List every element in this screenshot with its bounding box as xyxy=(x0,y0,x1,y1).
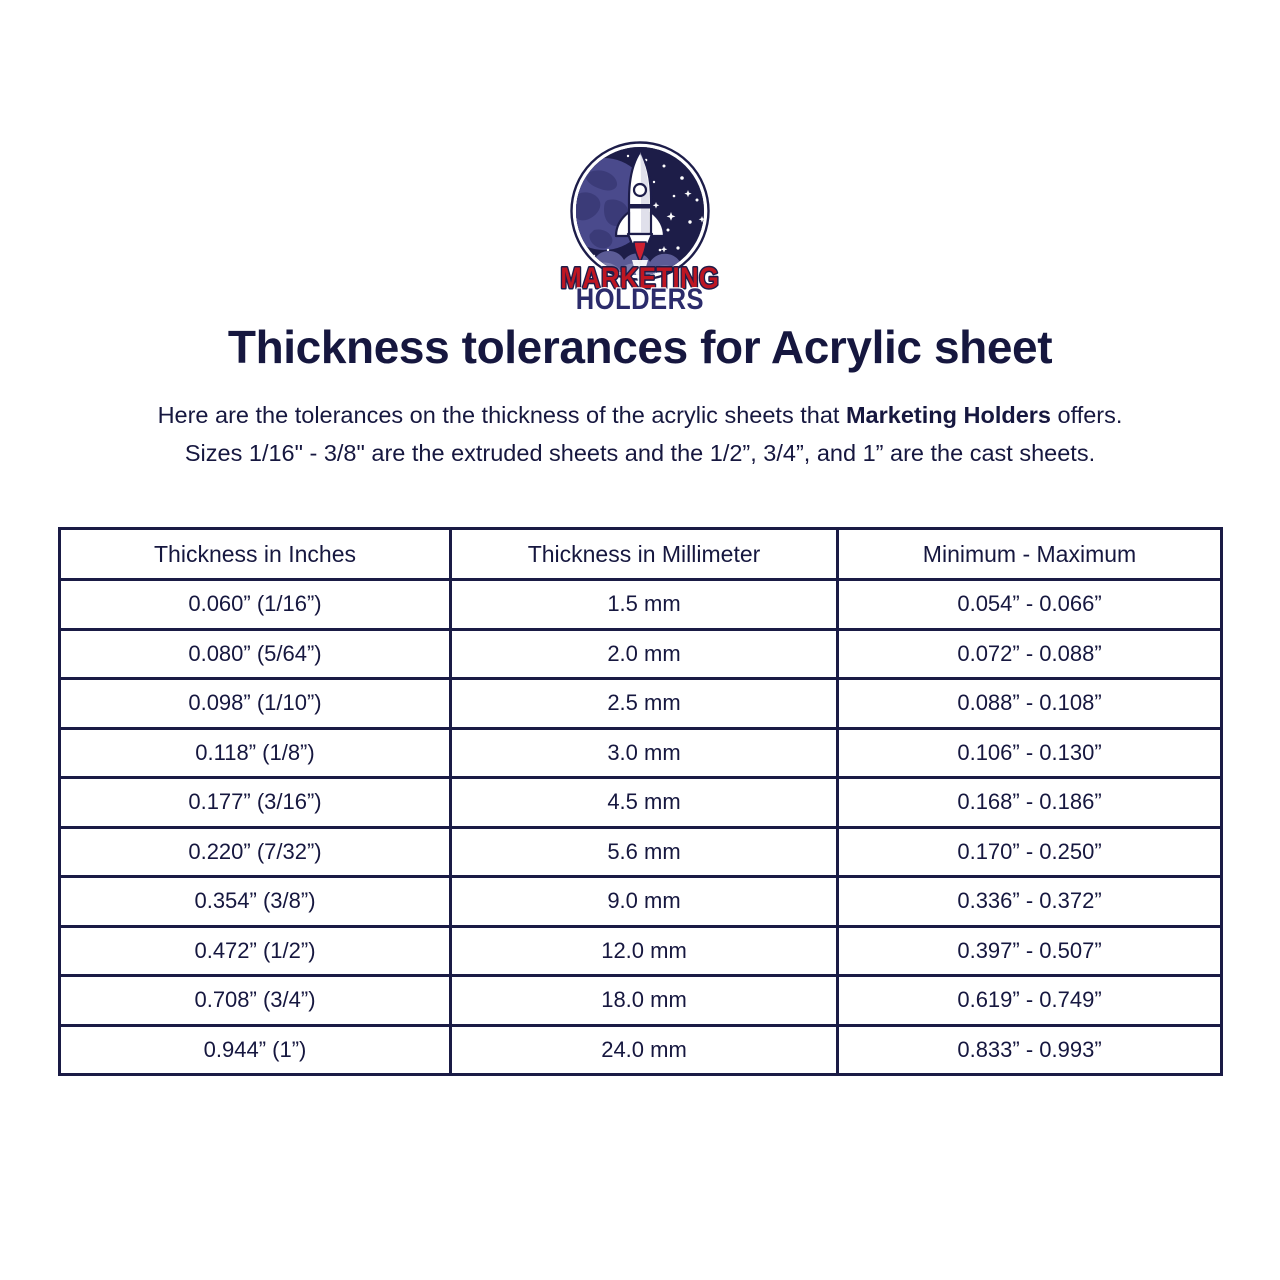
cell-thickness-millimeter: 1.5 mm xyxy=(449,578,839,631)
table-row: 0.080” (5/64”) 2.0 mm 0.072” - 0.088” xyxy=(58,627,1223,680)
cell-minimum-maximum: 0.619” - 0.749” xyxy=(836,974,1223,1027)
cell-thickness-millimeter: 18.0 mm xyxy=(449,974,839,1027)
cell-thickness-inches: 0.098” (1/10”) xyxy=(58,677,452,730)
page-title: Thickness tolerances for Acrylic sheet xyxy=(227,321,1053,373)
subtitle-line1: Here are the tolerances on the thickness… xyxy=(158,402,1123,428)
cell-minimum-maximum: 0.088” - 0.108” xyxy=(836,677,1223,730)
cell-thickness-inches: 0.220” (7/32”) xyxy=(58,825,452,878)
cell-minimum-maximum: 0.106” - 0.130” xyxy=(836,726,1223,779)
table-row: 0.118” (1/8”) 3.0 mm 0.106” - 0.130” xyxy=(58,726,1223,779)
subtitle-line1-after: offers. xyxy=(1051,402,1123,428)
cell-thickness-millimeter: 2.5 mm xyxy=(449,677,839,730)
cell-thickness-inches: 0.118” (1/8”) xyxy=(58,726,452,779)
table-row: 0.177” (3/16”) 4.5 mm 0.168” - 0.186” xyxy=(58,776,1223,829)
subtitle-line1-before: Here are the tolerances on the thickness… xyxy=(157,402,846,428)
cell-thickness-inches: 0.472” (1/2”) xyxy=(58,924,452,977)
cell-thickness-inches: 0.080” (5/64”) xyxy=(58,627,452,680)
cell-minimum-maximum: 0.072” - 0.088” xyxy=(836,627,1223,680)
cell-thickness-millimeter: 12.0 mm xyxy=(449,924,839,977)
cell-minimum-maximum: 0.833” - 0.993” xyxy=(836,1023,1223,1076)
subtitle-line2: Sizes 1/16" - 3/8" are the extruded shee… xyxy=(184,440,1096,466)
marketing-holders-logo: MARKETING HOLDERS xyxy=(542,138,738,316)
table-row: 0.354” (3/8”) 9.0 mm 0.336” - 0.372” xyxy=(58,875,1223,928)
cell-thickness-millimeter: 24.0 mm xyxy=(449,1023,839,1076)
column-header-minimum-maximum: Minimum - Maximum xyxy=(836,527,1223,581)
cell-minimum-maximum: 0.168” - 0.186” xyxy=(836,776,1223,829)
cell-minimum-maximum: 0.170” - 0.250” xyxy=(836,825,1223,878)
cell-thickness-millimeter: 2.0 mm xyxy=(449,627,839,680)
table-container: Thickness in Inches Thickness in Millime… xyxy=(58,527,1223,1076)
table-header-row: Thickness in Inches Thickness in Millime… xyxy=(58,527,1223,581)
cell-minimum-maximum: 0.397” - 0.507” xyxy=(836,924,1223,977)
table-row: 0.472” (1/2”) 12.0 mm 0.397” - 0.507” xyxy=(58,924,1223,977)
cell-thickness-millimeter: 5.6 mm xyxy=(449,825,839,878)
table-body: 0.060” (1/16”) 1.5 mm 0.054” - 0.066” 0.… xyxy=(58,578,1223,1076)
logo-container: MARKETING HOLDERS xyxy=(0,138,1280,316)
column-header-thickness-millimeter: Thickness in Millimeter xyxy=(449,527,839,581)
cell-thickness-millimeter: 3.0 mm xyxy=(449,726,839,779)
cell-thickness-millimeter: 4.5 mm xyxy=(449,776,839,829)
table-row: 0.220” (7/32”) 5.6 mm 0.170” - 0.250” xyxy=(58,825,1223,878)
cell-thickness-millimeter: 9.0 mm xyxy=(449,875,839,928)
cell-thickness-inches: 0.060” (1/16”) xyxy=(58,578,452,631)
column-header-thickness-inches: Thickness in Inches xyxy=(58,527,452,581)
cell-thickness-inches: 0.177” (3/16”) xyxy=(58,776,452,829)
cell-minimum-maximum: 0.054” - 0.066” xyxy=(836,578,1223,631)
table-row: 0.060” (1/16”) 1.5 mm 0.054” - 0.066” xyxy=(58,578,1223,631)
cell-minimum-maximum: 0.336” - 0.372” xyxy=(836,875,1223,928)
subtitle-brand-emphasis: Marketing Holders xyxy=(845,402,1051,428)
table-row: 0.098” (1/10”) 2.5 mm 0.088” - 0.108” xyxy=(58,677,1223,730)
thickness-tolerance-table: Thickness in Inches Thickness in Millime… xyxy=(58,527,1223,1076)
cell-thickness-inches: 0.354” (3/8”) xyxy=(58,875,452,928)
logo-brand-line1: MARKETING xyxy=(560,261,719,294)
page-subtitle: Here are the tolerances on the thickness… xyxy=(0,396,1280,472)
logo-brand-line2: HOLDERS xyxy=(576,282,704,315)
table-row: 0.944” (1”) 24.0 mm 0.833” - 0.993” xyxy=(58,1023,1223,1076)
cell-thickness-inches: 0.944” (1”) xyxy=(58,1023,452,1076)
cell-thickness-inches: 0.708” (3/4”) xyxy=(58,974,452,1027)
table-row: 0.708” (3/4”) 18.0 mm 0.619” - 0.749” xyxy=(58,974,1223,1027)
